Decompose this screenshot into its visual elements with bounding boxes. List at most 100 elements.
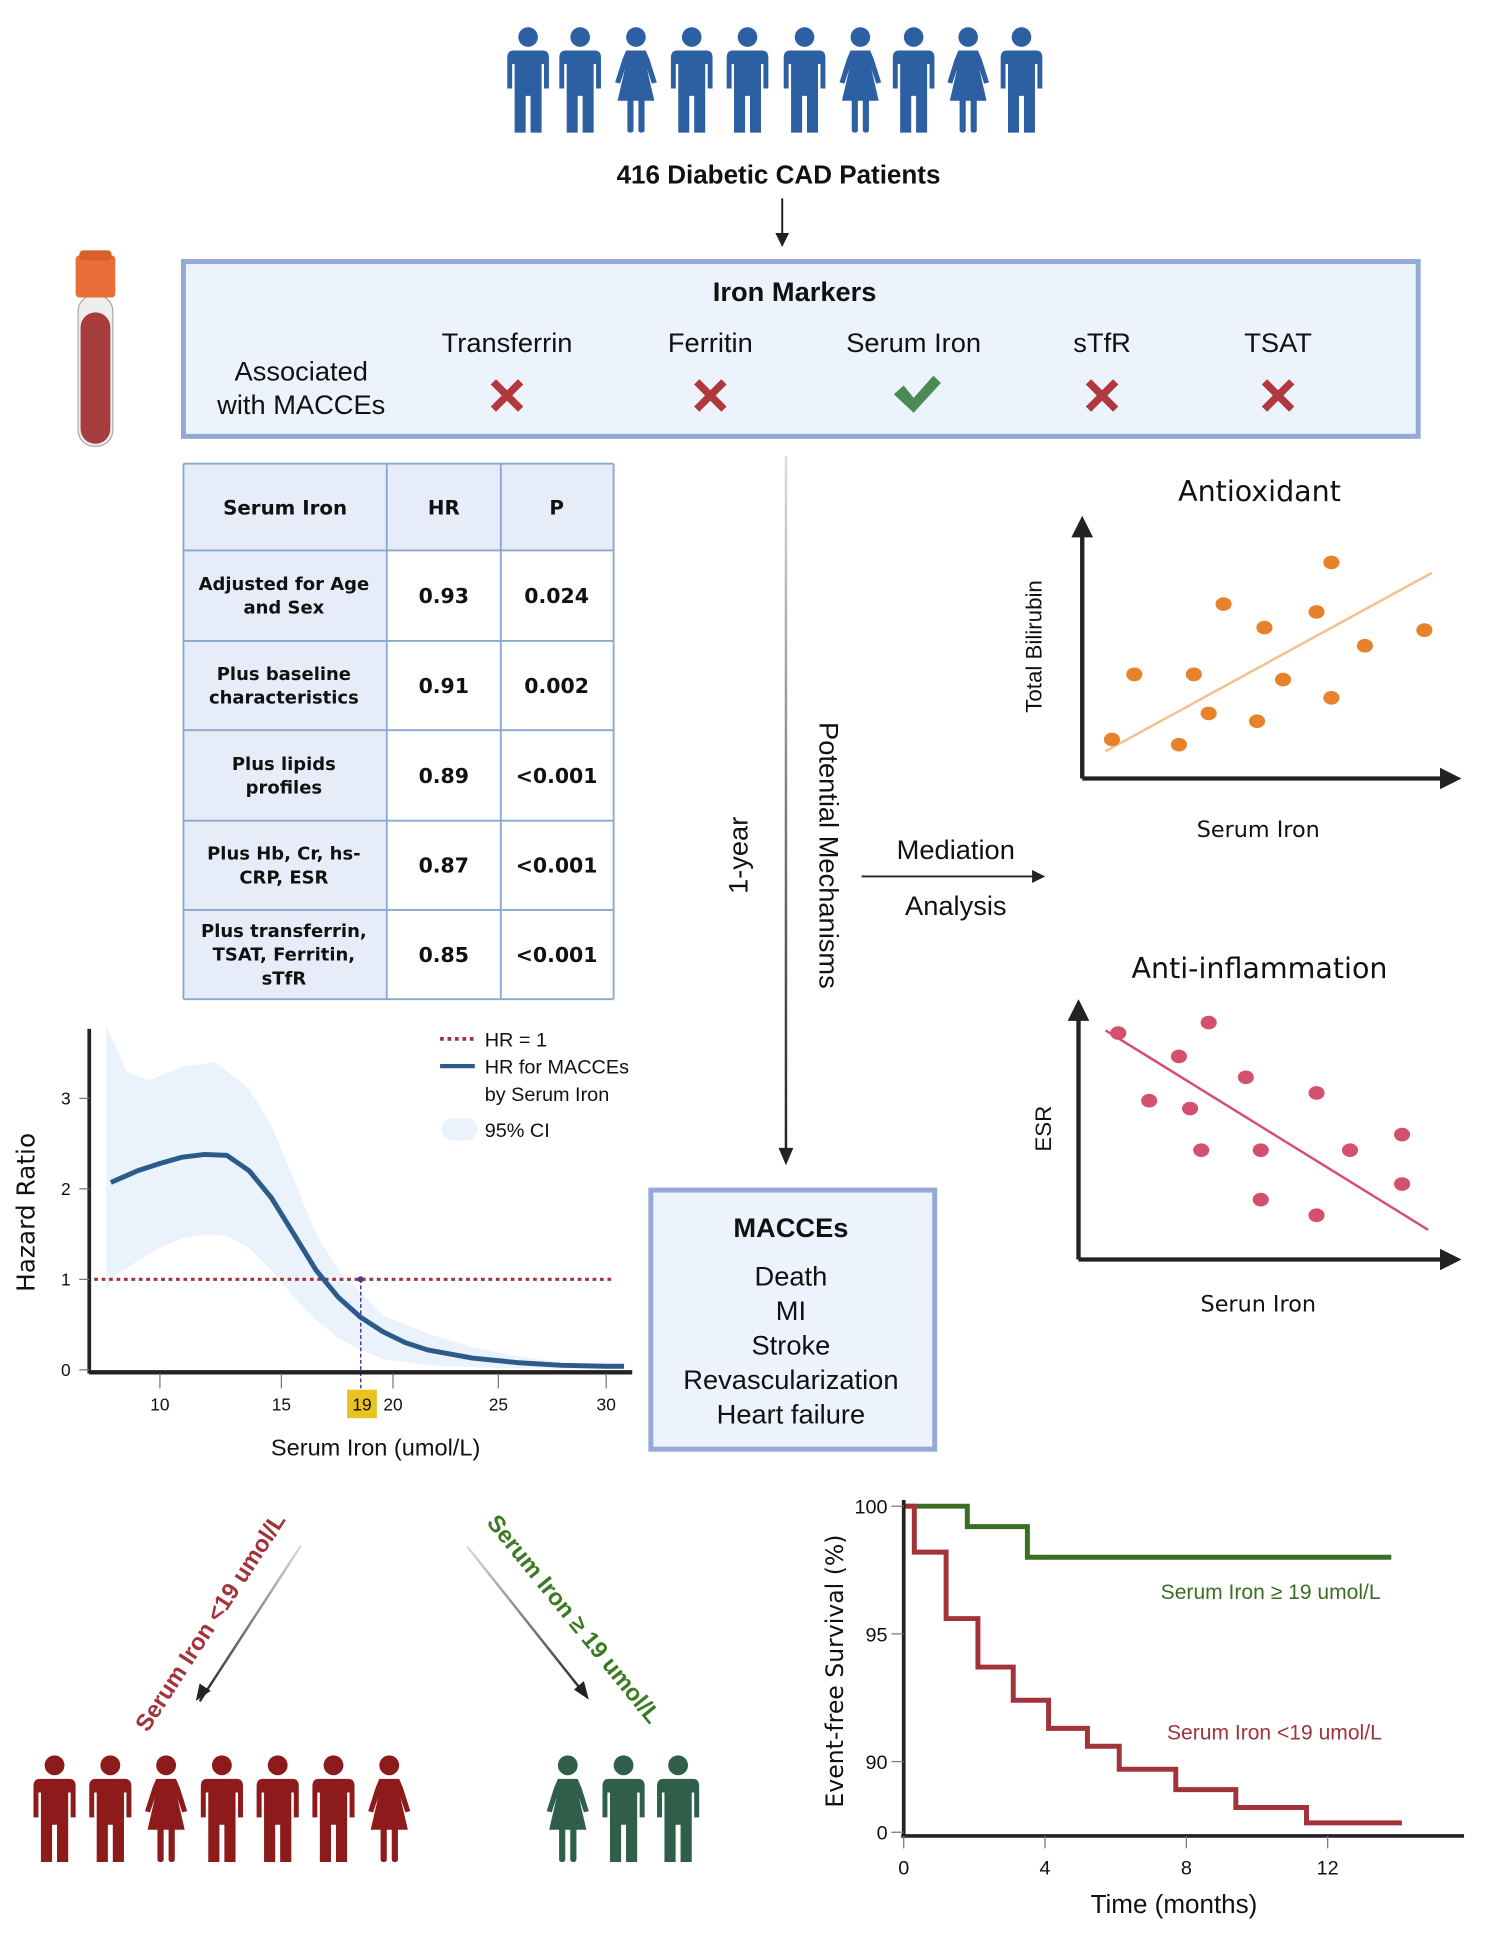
legend-swatch-ci (441, 1118, 478, 1141)
table-model-cell: sTfR (262, 968, 307, 989)
mechanisms-label: Potential Mechanisms (813, 722, 844, 989)
chart-title: Anti-inflammation (1132, 952, 1388, 985)
data-point (1341, 1143, 1359, 1157)
data-point (1215, 597, 1232, 611)
marker-name: TSAT (1244, 327, 1312, 358)
timeline-arrow (784, 456, 788, 1151)
male-person-icon (657, 1755, 700, 1862)
hr-table: Serum Iron HR P Adjusted for Age and Sex 0.93… (182, 462, 615, 1001)
head (44, 1755, 65, 1776)
body (1000, 50, 1043, 133)
cross-icon (1261, 379, 1295, 412)
data-point (1182, 1101, 1199, 1116)
head (737, 27, 758, 47)
y-axis-label: Event-free Survival (%) (821, 1535, 849, 1808)
x-tick-label: 8 (1181, 1857, 1192, 1879)
arrow-head-icon (573, 1680, 589, 1700)
data-point (1141, 1093, 1158, 1108)
antioxidant-scatter-chart: Antioxidant Serum Iron Total Bilirubin (1021, 475, 1462, 843)
male-person-icon (602, 1755, 645, 1862)
data-point (1308, 1208, 1325, 1223)
head (850, 27, 871, 47)
table-model-cell: Plus baseline (217, 664, 351, 685)
leg (380, 1827, 387, 1862)
data-point (1237, 1070, 1254, 1085)
body (892, 50, 935, 133)
macces-item: Revascularization (683, 1364, 898, 1395)
female-person-icon (546, 1755, 589, 1862)
table-model-cell: Plus lipids (232, 754, 336, 775)
high-iron-label: Serum Iron ≥ 19 umol/L (482, 1510, 666, 1729)
male-person-icon (256, 1755, 299, 1862)
y-axis-label: Total Bilirubin (1021, 580, 1046, 713)
male-person-icon (312, 1755, 355, 1862)
antiinflammation-scatter-chart: Anti-inflammation Serun Iron ESR (1031, 952, 1462, 1318)
data-point (1110, 1026, 1127, 1040)
body (312, 1778, 355, 1862)
y-tick-label: 90 (866, 1752, 888, 1774)
cohort-label: 416 Diabetic CAD Patients (617, 159, 941, 189)
hazard-ratio-chart: 0 1 2 3 10 15 20 25 30 19 Serum Iron (umol/L) Hazar… (12, 1025, 633, 1460)
leg (157, 1827, 164, 1862)
table-model-cell: Plus Hb, Cr, hs- (207, 844, 360, 865)
trend-line (1105, 571, 1433, 753)
head (323, 1755, 344, 1776)
table-model-cell: characteristics (209, 688, 359, 709)
data-point (1170, 737, 1187, 752)
x-tick-label: 20 (383, 1395, 402, 1415)
macces-title: MACCEs (733, 1212, 848, 1243)
table-model-cell: and Sex (244, 598, 325, 619)
table-hr-cell: 0.93 (419, 584, 469, 608)
x-tick-label: 15 (272, 1395, 291, 1415)
table-p-cell: <0.001 (516, 943, 598, 967)
head (267, 1755, 288, 1776)
body (89, 1778, 132, 1862)
leg (391, 1827, 398, 1862)
marker-name: Transferrin (442, 327, 573, 358)
head (156, 1755, 177, 1776)
data-point (1394, 1177, 1411, 1191)
female-person-icon (839, 27, 882, 133)
cross-stroke (490, 379, 524, 412)
female-person-icon (145, 1755, 188, 1862)
head (1011, 27, 1032, 47)
low-iron-people-group (33, 1755, 411, 1862)
highlight-badge (347, 1389, 377, 1419)
arrow-head-icon (778, 1147, 794, 1166)
chart-title: Antioxidant (1178, 475, 1341, 508)
body (33, 1778, 76, 1862)
data-point (1248, 714, 1266, 729)
data-point (1308, 605, 1325, 619)
table-p-cell: 0.024 (524, 584, 589, 608)
body (546, 1778, 589, 1830)
marker-name: Serum Iron (846, 327, 981, 358)
y-axis-label: Hazard Ratio (12, 1133, 41, 1292)
male-person-icon (1000, 27, 1043, 133)
y-tick-label: 100 (855, 1497, 888, 1519)
data-point (1170, 1049, 1187, 1064)
table-hr-cell: 0.87 (419, 854, 469, 878)
male-person-icon (670, 27, 713, 133)
trend-line (1105, 1029, 1429, 1231)
high-iron-people-group (546, 1755, 700, 1862)
data-point (1193, 1143, 1210, 1157)
body (670, 50, 713, 133)
table-p-cell: <0.001 (516, 764, 598, 788)
male-person-icon (892, 27, 935, 133)
head (681, 27, 702, 47)
head (570, 27, 590, 47)
body (602, 1778, 645, 1862)
threshold-point (357, 1276, 364, 1283)
ci-band (106, 1025, 625, 1369)
leg (168, 1827, 175, 1862)
table-p-cell: <0.001 (516, 854, 598, 878)
data-point (1200, 706, 1217, 721)
male-person-icon (726, 27, 769, 133)
body (256, 1778, 299, 1862)
x-tick-label: 0 (898, 1857, 909, 1879)
leg (862, 98, 869, 133)
y-tick-label: 3 (61, 1089, 71, 1109)
data-point (1308, 1086, 1325, 1100)
table-header: Serum Iron (223, 496, 347, 519)
cross-stroke (1085, 379, 1119, 412)
